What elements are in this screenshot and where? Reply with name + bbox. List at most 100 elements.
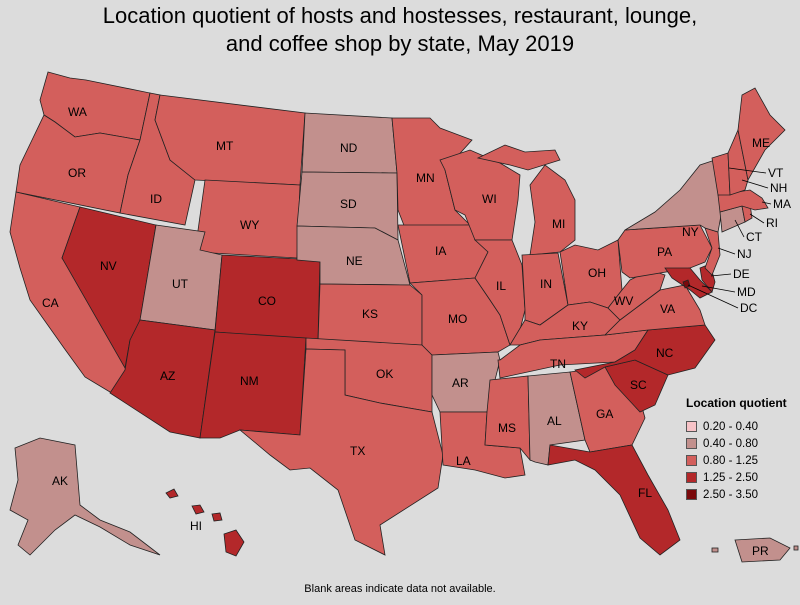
label-ny: NY [682,225,699,239]
state-me[interactable] [737,87,786,182]
legend-item-4: 1.25 - 2.50 [686,469,800,486]
label-ky: KY [572,319,588,333]
label-nv: NV [100,259,117,273]
state-tx[interactable] [238,348,444,556]
label-ut: UT [172,277,189,291]
label-ct: CT [746,230,763,244]
legend-title: Location quotient [686,396,787,410]
label-de: DE [733,267,750,281]
label-az: AZ [160,369,175,383]
label-hi: HI [190,519,202,533]
label-id: ID [150,192,162,206]
title-line-1: Location quotient of hosts and hostesses… [102,3,698,28]
label-ms: MS [498,421,516,435]
state-wv[interactable] [607,269,666,321]
label-va: VA [660,302,675,316]
leader-dc [687,284,739,309]
label-pr: PR [752,544,769,558]
label-vt: VT [768,166,784,180]
pr-island-2 [793,545,799,551]
label-sd: SD [340,197,357,211]
label-ne: NE [346,254,363,268]
legend-swatch-3 [686,455,697,466]
legend-swatch-4 [686,472,697,483]
label-ma: MA [773,197,791,211]
label-ar: AR [452,376,469,390]
legend-label-1: 0.20 - 0.40 [703,420,758,433]
label-il: IL [496,279,506,293]
label-wy: WY [240,218,259,232]
label-wv: WV [614,294,633,308]
label-la: LA [456,454,471,468]
label-sc: SC [630,378,647,392]
legend-swatch-1 [686,421,697,432]
label-mt: MT [216,139,234,153]
leader-ri [749,213,765,224]
state-fl[interactable] [547,444,681,556]
leader-lines [687,167,772,309]
legend-swatch-5 [686,489,697,500]
leader-vt [728,167,767,174]
state-nh[interactable] [727,128,749,196]
legend-label-3: 0.80 - 1.25 [703,454,758,467]
label-nd: ND [340,141,358,155]
label-in: IN [540,277,552,291]
label-wi: WI [482,192,497,206]
label-me: ME [752,136,770,150]
label-mo: MO [448,312,467,326]
label-or: OR [68,166,86,180]
legend: Location quotient 0.20 - 0.40 0.40 - 0.8… [686,396,800,503]
label-oh: OH [588,266,606,280]
label-nj: NJ [737,247,752,261]
leader-de [710,273,732,277]
leader-ma [761,201,772,205]
leader-ct [734,219,745,238]
label-pa: PA [657,245,672,259]
label-al: AL [547,414,562,428]
label-co: CO [258,294,276,308]
legend-label-2: 0.40 - 0.80 [703,437,758,450]
label-ia: IA [435,244,446,258]
legend-item-3: 0.80 - 1.25 [686,452,800,469]
label-ak: AK [52,474,68,488]
label-nc: NC [656,346,674,360]
footnote: Blank areas indicate data not available. [304,583,496,595]
state-labels: WA OR CA ID NV MT WY UT CO AZ NM ND SD N… [42,105,791,558]
state-nc[interactable] [574,324,716,379]
label-ks: KS [362,307,378,321]
label-mn: MN [416,171,435,185]
label-mi: MI [552,217,565,231]
title-line-2: and coffee shop by state, May 2019 [225,31,575,56]
state-pr[interactable] [734,537,791,563]
legend-label-5: 2.50 - 3.50 [703,488,758,501]
map-title: Location quotient of hosts and hostesses… [0,2,800,58]
pr-island-1 [711,547,719,553]
label-ca: CA [42,296,59,310]
label-ga: GA [596,407,613,421]
legend-item-1: 0.20 - 0.40 [686,418,800,435]
label-nh: NH [770,181,787,195]
state-hi[interactable] [165,488,245,557]
state-ny[interactable] [624,159,723,233]
legend-label-4: 1.25 - 2.50 [703,471,758,484]
state-ak[interactable] [9,437,161,556]
legend-item-5: 2.50 - 3.50 [686,486,800,503]
label-fl: FL [638,486,652,500]
state-mi[interactable] [476,144,576,256]
state-ma[interactable] [717,189,769,213]
label-md: MD [737,285,756,299]
leader-nj [717,247,736,255]
legend-swatch-2 [686,438,697,449]
leader-md [701,285,736,293]
label-ri: RI [766,216,778,230]
label-wa: WA [68,105,87,119]
label-nm: NM [240,374,259,388]
legend-item-2: 0.40 - 0.80 [686,435,800,452]
label-tx: TX [350,444,365,458]
label-dc: DC [740,301,758,315]
leader-nh [741,179,769,189]
label-tn: TN [550,357,566,371]
label-ok: OK [376,367,393,381]
